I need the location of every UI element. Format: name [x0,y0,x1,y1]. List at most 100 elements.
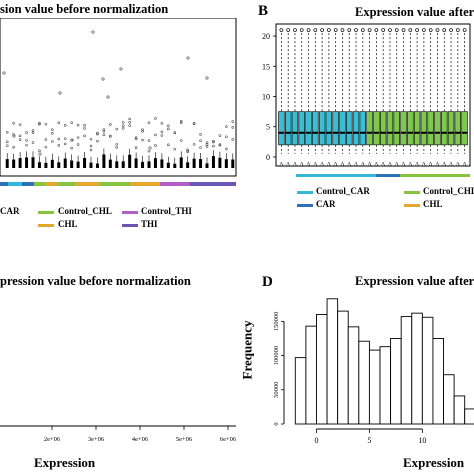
panel-b-box [441,111,448,146]
panel-a-outlier [128,117,131,121]
panel-d-bar [390,338,402,425]
panel-b-ytick-label: 0 [266,153,270,162]
panel-a-box [160,159,164,168]
panel-a-box [128,154,132,168]
panel-d-bar [411,312,423,425]
panel-d-bar [326,298,339,425]
panel-d-bar [294,357,307,425]
panel-b-outlier-low: Δ [381,162,385,168]
panel-b-outlier [313,28,318,32]
panel-a-outlier [231,126,235,129]
panel-d-xtick-label: 0 [314,436,318,445]
panel-a-outlier [160,121,164,125]
panel-b-outlier [394,28,399,32]
panel-a-group-bar [160,182,190,186]
panel-a-outlier [141,129,144,133]
panel-a-outlier [83,123,86,127]
panel-a-outlier [141,138,144,142]
panel-a-box [199,159,203,168]
panel-a-outlier [63,137,67,140]
panel-a-outlier [167,143,170,147]
panel-b-ytick-label: 20 [262,32,270,41]
panel-b-box [298,111,305,146]
panel-a-outlier [186,150,189,153]
panel-a-outlier [115,142,119,146]
panel-d-xlabel: Expression [403,455,465,470]
panel-a-outlier [167,127,170,131]
panel-a-outlier [12,121,15,125]
panel-a-outlier [5,144,9,147]
panel-c-xtick-label: 5e+06 [176,436,193,443]
panel-b-outlier [360,28,365,32]
panel-d-bar [464,408,474,425]
panel-a-box [141,161,145,168]
panel-a-box [76,161,80,168]
panel-d-xtick-label: 10 [418,436,426,445]
panel-b-box [359,111,367,146]
panel-a-outlier [128,124,131,127]
panel-a-outlier [38,149,41,153]
panel-b-outlier-low: Δ [334,162,338,168]
panel-a-outlier [160,134,164,137]
panel-b-outlier [320,28,324,32]
panel-a-outlier [212,140,215,144]
legend-swatch-control-chl [38,211,54,214]
panel-a-outlier [199,139,202,142]
panel-b-outlier [401,28,406,32]
panel-b-outlier-low: Δ [402,162,406,168]
panel-a-outlier [5,140,9,144]
panel-d-bar [379,346,392,425]
panel-b-outlier [428,28,433,32]
panel-b-ytick-label: 15 [262,62,270,71]
panel-b-box [291,111,299,146]
panel-a-box [205,163,209,168]
panel-a-outlier [101,77,105,81]
panel-b-outlier-low: Δ [374,162,378,168]
panel-b-box [434,111,441,146]
panel-a-group-bar [8,182,22,186]
panel-a-outlier [147,121,151,124]
panel-a-outlier [218,134,222,137]
panel-a-outlier [76,136,80,139]
panel-a-outlier [57,137,61,141]
panel-a-outlier [154,117,157,120]
panel-b-letter: B [258,3,269,19]
panel-b-outlier-low: Δ [307,162,311,168]
panel-a-outlier [25,131,28,134]
panel-b-outlier-low: Δ [435,162,439,168]
panel-a-outlier [134,146,138,150]
panel-a-outlier [76,143,80,146]
panel-a-outlier [76,123,80,127]
panel-b-outlier-low: Δ [286,162,290,168]
panel-b-outlier [354,28,358,32]
panel-b-outlier [306,28,311,32]
panel-a-box [25,157,29,168]
panel-b-outlier-low: Δ [408,162,412,168]
legend-swatch-control-chl-b [404,191,420,194]
panel-a-outlier [70,146,73,150]
panel-a-box [83,157,87,168]
panel-b-box [393,111,400,146]
panel-a-outlier [147,149,151,153]
panel-b-outlier-low: Δ [422,162,426,168]
panel-b-outlier [367,28,372,32]
panel-b-title: Expression value after [355,5,474,19]
panel-b-outlier [381,28,386,32]
panel-b-outlier-low: Δ [300,162,304,168]
panel-a-group-bar [190,182,236,186]
panel-b-outlier-low: Δ [293,162,297,168]
panel-a-box [108,159,112,168]
panel-a-outlier [51,128,54,131]
panel-d-letter: D [262,274,273,290]
panel-a-outlier [5,130,9,134]
panel-b-outlier [286,28,291,32]
panel-d-ytick-label: 0 [273,422,280,425]
panel-a-group-bar [130,182,160,186]
panel-a-outlier [31,129,35,132]
legend-chl: CHL [58,219,78,229]
panel-b-outlier-low: Δ [327,162,331,168]
panel-a-outlier [225,135,228,139]
panel-b-box [373,111,380,146]
panel-a-outlier [121,120,125,124]
panel-d-title: Expression value after [355,274,474,288]
